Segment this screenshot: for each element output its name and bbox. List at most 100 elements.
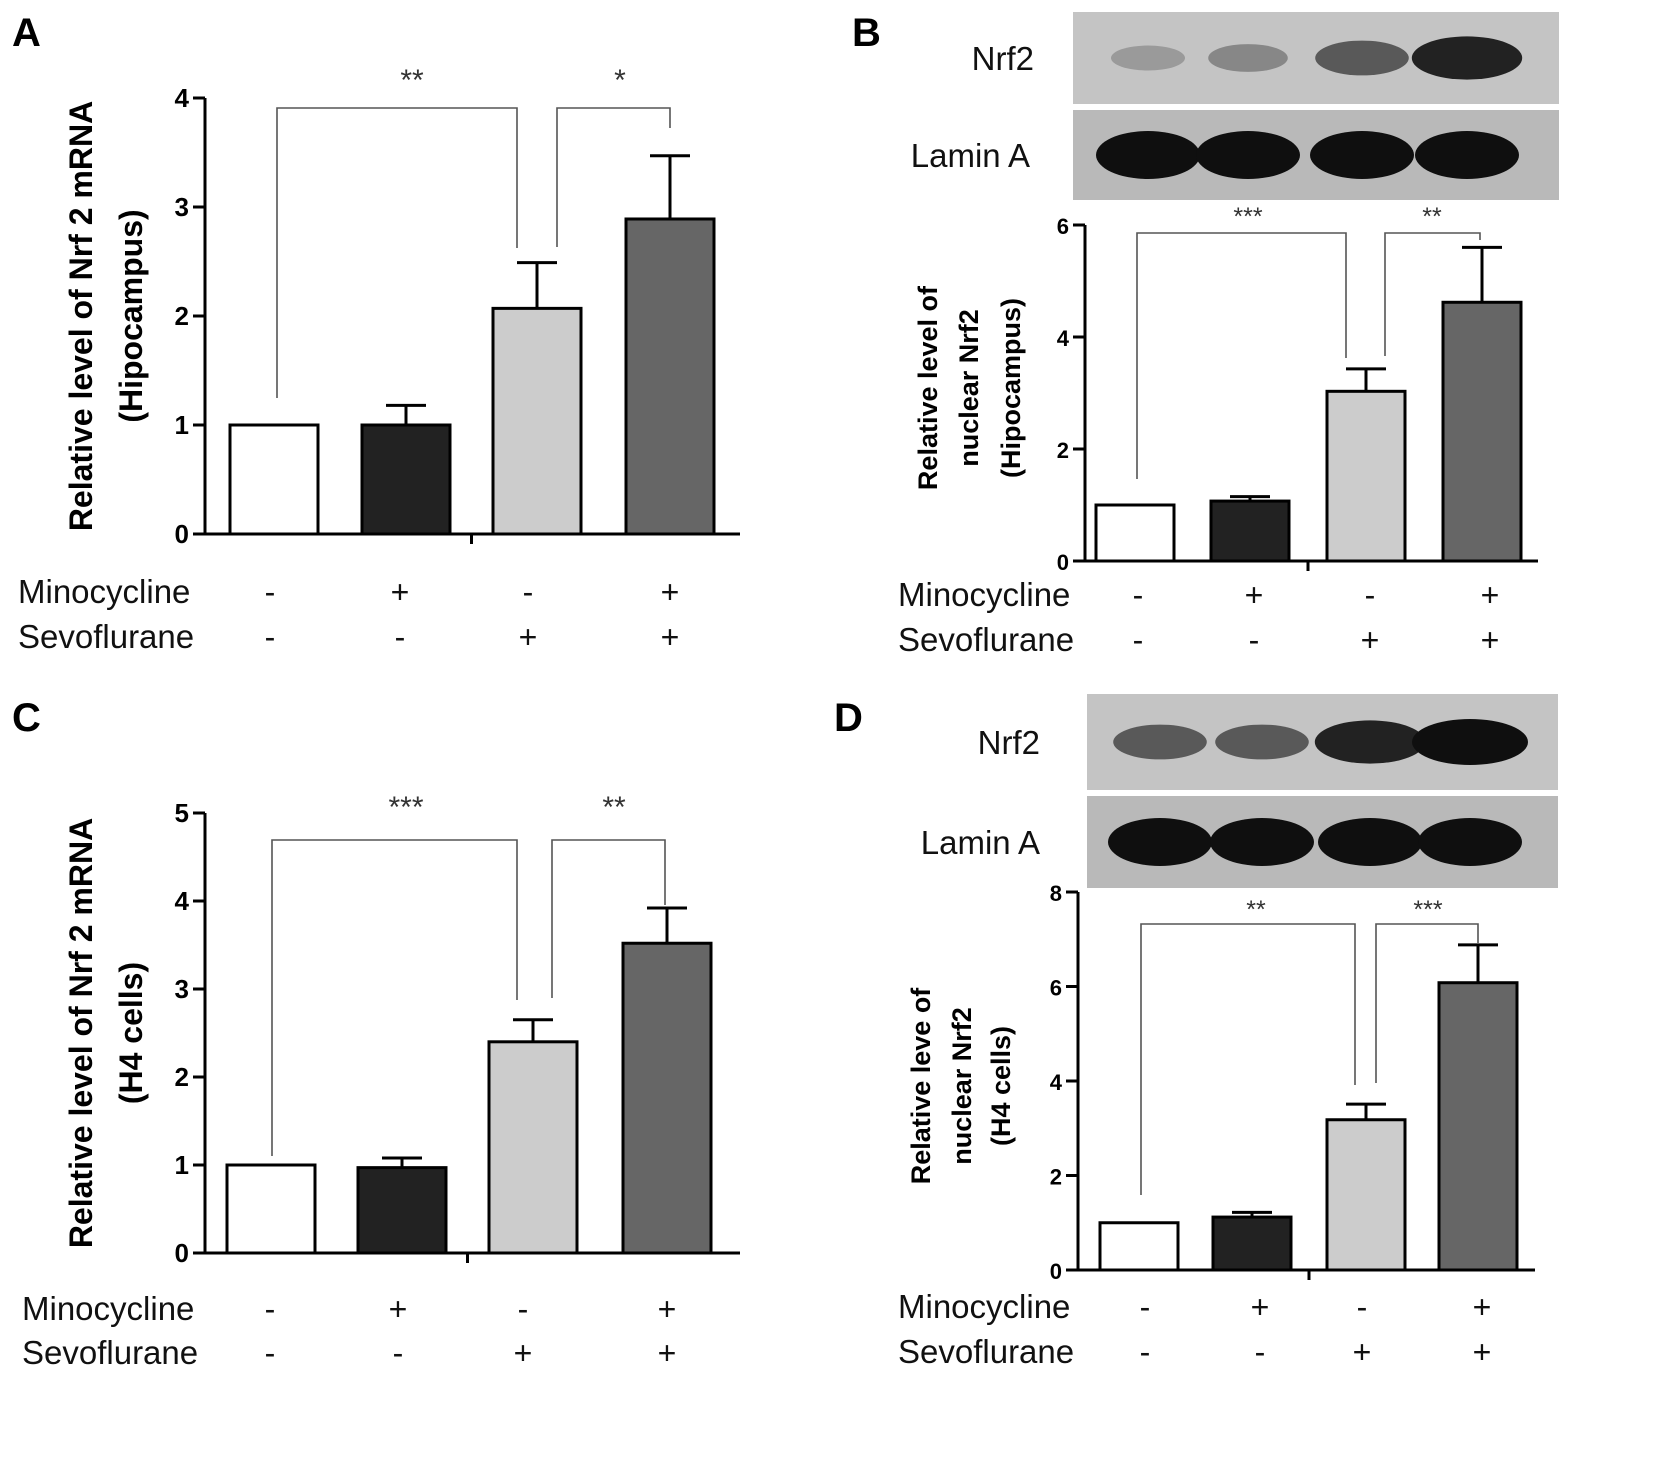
y-tick-label: 2 xyxy=(175,1062,189,1092)
y-tick-label: 1 xyxy=(175,410,189,440)
panel-d: D Nrf2 Lamin A 0 2 4 6 8 Relative leve of nuclear… xyxy=(834,694,1558,1370)
blot-band xyxy=(1111,45,1185,71)
blot-band xyxy=(1412,719,1528,765)
blot-band xyxy=(1411,36,1523,80)
y-tick-label: 2 xyxy=(175,301,189,331)
y-tick-label: 1 xyxy=(175,1150,189,1180)
y-axis-title: (H4 cells) xyxy=(986,1026,1016,1146)
bar xyxy=(621,941,713,1255)
treatment-sign: + xyxy=(1473,1289,1492,1325)
y-axis-title: (Hipocampus) xyxy=(113,209,149,422)
treatment-row-label: Minocycline xyxy=(18,573,190,610)
treatment-sign: - xyxy=(393,1335,404,1371)
y-tick-label: 2 xyxy=(1050,1165,1062,1190)
treatment-sign: - xyxy=(518,1291,529,1327)
treatment-sign: - xyxy=(395,619,406,655)
bar xyxy=(624,217,716,536)
y-axis-title: (H4 cells) xyxy=(113,962,149,1104)
significance-bracket xyxy=(1136,232,1347,479)
blot-band xyxy=(1208,44,1288,72)
treatment-row-label: Minocycline xyxy=(898,576,1070,613)
blot-band xyxy=(1096,131,1200,179)
blot-label: Nrf2 xyxy=(978,724,1040,761)
treatment-sign: + xyxy=(1353,1334,1372,1370)
treatment-sign: - xyxy=(1365,577,1376,613)
treatment-sign: + xyxy=(391,574,410,610)
blot-band xyxy=(1310,131,1414,179)
y-axis-title: Relative level of Nrf 2 mRNA xyxy=(63,818,99,1248)
significance-label: *** xyxy=(1413,896,1442,924)
bar xyxy=(1441,300,1523,563)
treatment-row-label: Sevoflurane xyxy=(18,618,194,655)
significance-bracket xyxy=(271,839,518,1156)
y-tick-label: 2 xyxy=(1057,438,1069,463)
treatment-row-label: Sevoflurane xyxy=(898,1333,1074,1370)
y-tick-label: 0 xyxy=(1050,1259,1062,1284)
panel-b: B Nrf2 Lamin A 0 2 4 6 Relative level of nuclear… xyxy=(852,11,1559,658)
y-tick-label: 6 xyxy=(1050,976,1062,1001)
panel-letter: A xyxy=(12,11,41,55)
y-axis-title: Relative leve of xyxy=(906,987,936,1185)
treatment-row-label: Sevoflurane xyxy=(898,621,1074,658)
blot-band xyxy=(1315,40,1409,76)
y-tick-label: 4 xyxy=(175,83,190,113)
y-tick-label: 3 xyxy=(175,974,189,1004)
significance-bracket xyxy=(1384,232,1481,356)
bar xyxy=(1209,499,1291,563)
y-tick-label: 0 xyxy=(175,519,189,549)
treatment-sign: + xyxy=(658,1335,677,1371)
treatment-sign: - xyxy=(265,619,276,655)
significance-label: ** xyxy=(400,64,424,97)
y-axis-title: Relative level of xyxy=(913,285,943,490)
treatment-sign: - xyxy=(265,1291,276,1327)
bar xyxy=(225,1163,317,1255)
treatment-row-label: Sevoflurane xyxy=(22,1334,198,1371)
y-tick-label: 3 xyxy=(175,192,189,222)
treatment-sign: + xyxy=(514,1335,533,1371)
panel-letter: C xyxy=(12,696,41,740)
blot-band xyxy=(1415,131,1519,179)
treatment-sign: - xyxy=(1249,622,1260,658)
treatment-sign: - xyxy=(1140,1289,1151,1325)
bar xyxy=(1211,1215,1293,1272)
blot-band xyxy=(1318,818,1422,866)
bar xyxy=(1325,1118,1407,1272)
bar xyxy=(1094,503,1176,563)
treatment-sign: + xyxy=(1481,622,1500,658)
bar xyxy=(356,1166,448,1255)
y-axis-title: nuclear Nrf2 xyxy=(954,309,984,467)
blot-row-lamin-a: Lamin A xyxy=(911,110,1559,200)
treatment-sign: - xyxy=(523,574,534,610)
blot-row-lamin-a: Lamin A xyxy=(921,796,1558,888)
blot-band xyxy=(1196,131,1300,179)
blot-band xyxy=(1108,818,1212,866)
treatment-sign: + xyxy=(1361,622,1380,658)
treatment-sign: - xyxy=(1255,1334,1266,1370)
bar xyxy=(491,306,583,536)
blot-band xyxy=(1113,724,1207,760)
y-tick-label: 0 xyxy=(1057,550,1069,575)
significance-bracket xyxy=(1375,923,1479,1083)
y-tick-label: 4 xyxy=(1050,1070,1063,1095)
bar xyxy=(360,423,452,536)
blot-row-nrf2: Nrf2 xyxy=(972,12,1559,104)
blot-band xyxy=(1210,818,1314,866)
significance-bracket xyxy=(556,107,671,247)
treatment-sign: + xyxy=(661,574,680,610)
bar xyxy=(1437,981,1519,1272)
treatment-sign: + xyxy=(389,1291,408,1327)
blot-label: Nrf2 xyxy=(972,40,1034,77)
treatment-sign: + xyxy=(1473,1334,1492,1370)
y-tick-label: 4 xyxy=(175,886,190,916)
significance-bracket xyxy=(551,839,666,998)
panel-letter: B xyxy=(852,11,881,55)
bar xyxy=(1098,1221,1180,1272)
treatment-sign: + xyxy=(661,619,680,655)
significance-label: *** xyxy=(1233,203,1262,231)
y-tick-label: 8 xyxy=(1050,881,1062,906)
blot-band xyxy=(1314,720,1426,764)
treatment-sign: + xyxy=(1481,577,1500,613)
treatment-sign: - xyxy=(1357,1289,1368,1325)
blot-label: Lamin A xyxy=(911,137,1030,174)
significance-label: ** xyxy=(1246,896,1266,924)
